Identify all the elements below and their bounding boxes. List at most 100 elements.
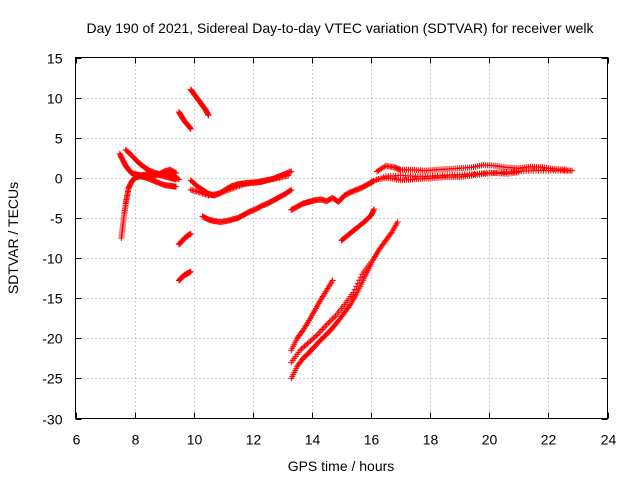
data-point (354, 280, 361, 287)
y-tick-label: 10 (47, 91, 63, 107)
chart-title: Day 190 of 2021, Sidereal Day-to-day VTE… (86, 20, 594, 36)
data-point (307, 337, 314, 344)
data-point (297, 347, 304, 354)
data-point (313, 332, 320, 339)
plot-frame (75, 57, 608, 419)
series-short-mid (175, 230, 194, 248)
data-point (230, 184, 237, 191)
data-point (515, 169, 522, 176)
data-point (227, 186, 234, 193)
series-arc-rise-early (118, 173, 179, 241)
data-point (368, 259, 375, 266)
data-point (172, 183, 179, 190)
data-point (201, 190, 208, 197)
data-point (217, 189, 224, 196)
data-point (329, 315, 336, 322)
data-point (288, 186, 295, 193)
series-arc-late-hump (373, 161, 570, 175)
data-point (569, 167, 576, 174)
data-point (325, 320, 332, 327)
data-point (346, 302, 353, 309)
data-point (218, 189, 225, 196)
y-tick-label: 15 (47, 51, 63, 67)
data-point (308, 336, 315, 343)
series-arc-mid-lower (199, 186, 295, 225)
y-tick-label: -20 (42, 331, 62, 347)
data-point (223, 187, 230, 194)
x-tick-label: 8 (132, 432, 140, 448)
data-point (357, 274, 364, 281)
x-tick-label: 24 (601, 432, 617, 448)
y-tick-label: -25 (42, 371, 62, 387)
data-point (214, 190, 221, 197)
data-point (196, 189, 203, 196)
data-point (229, 185, 236, 192)
data-point (304, 340, 311, 347)
series-arc-flat-early (131, 166, 179, 181)
y-tick-label: -30 (42, 412, 62, 428)
x-tick-label: 18 (423, 432, 439, 448)
series-arc-noon-step (288, 178, 378, 213)
series-dip-steep-b (288, 277, 336, 354)
data-point (287, 187, 294, 194)
data-point (238, 182, 245, 189)
x-tick-label: 22 (541, 432, 557, 448)
data-point (350, 289, 357, 296)
data-point (305, 339, 312, 346)
x-tick-label: 16 (364, 432, 380, 448)
data-point (301, 343, 308, 350)
data-point (215, 190, 222, 197)
data-point (220, 188, 227, 195)
data-point (172, 170, 179, 177)
data-point (356, 277, 363, 284)
data-point (563, 166, 570, 173)
data-point (175, 176, 182, 183)
data-point (326, 318, 333, 325)
data-point (300, 344, 307, 351)
data-point (221, 188, 228, 195)
data-point (187, 268, 194, 275)
data-point (310, 335, 317, 342)
data-point (331, 314, 338, 321)
x-tick-label: 14 (305, 432, 321, 448)
data-point (233, 183, 240, 190)
data-point (235, 183, 242, 190)
y-tick-label: -15 (42, 291, 62, 307)
x-axis-label: GPS time / hours (288, 458, 395, 474)
axes: 6 8 10 12 14 16 18 20 22 24 -30 -25 -20 -15 -10 -5 0 5 10 1… (42, 51, 616, 448)
data-point (323, 321, 330, 328)
data-point (329, 277, 336, 284)
data-point (394, 218, 401, 225)
data-point (311, 333, 318, 340)
series-dip-steep-a (288, 218, 401, 382)
x-tick-label: 12 (246, 432, 262, 448)
series-short-high-b (187, 86, 212, 119)
data-point (298, 345, 305, 352)
data-point (205, 112, 212, 119)
data-point (199, 190, 206, 197)
data-point (236, 182, 243, 189)
data-point (285, 172, 292, 179)
data-point (187, 230, 194, 237)
series-arc-late-lower (373, 169, 522, 184)
series-arc-mid-upper-2 (187, 172, 292, 199)
data-series (116, 86, 576, 382)
series-short-high-a (175, 109, 194, 132)
x-tick-label: 6 (73, 432, 81, 448)
data-point (288, 168, 295, 175)
data-point (303, 341, 310, 348)
y-tick-label: -5 (50, 211, 63, 227)
data-point (351, 286, 358, 293)
y-tick-label: 0 (55, 171, 63, 187)
data-point (198, 189, 205, 196)
data-point (172, 169, 179, 176)
data-point (174, 175, 181, 182)
data-point (328, 317, 335, 324)
data-point (371, 206, 378, 213)
series-dip-steep-c (288, 259, 375, 366)
data-point (353, 283, 360, 290)
data-point (226, 186, 233, 193)
x-tick-label: 20 (482, 432, 498, 448)
data-point (239, 181, 246, 188)
